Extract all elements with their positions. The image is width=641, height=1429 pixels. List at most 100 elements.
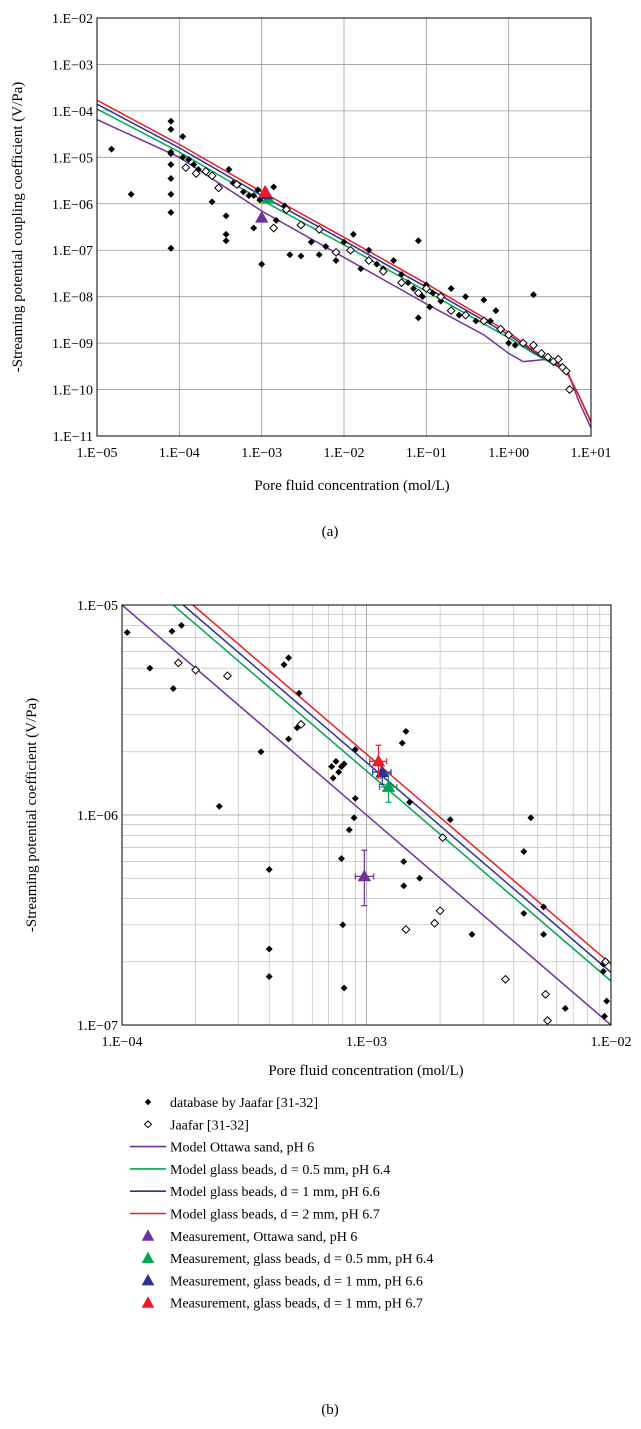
legend-item: Model Ottawa sand, pH 6 — [130, 1141, 314, 1156]
data-point-open — [518, 338, 528, 348]
data-point-filled — [398, 739, 406, 747]
data-point-open — [421, 283, 431, 293]
data-point-filled — [225, 165, 233, 173]
data-point-open — [314, 224, 324, 234]
legend-label: Measurement, glass beads, d = 0.5 mm, pH… — [170, 1252, 433, 1267]
data-point-filled — [455, 311, 463, 319]
data-point-filled — [492, 307, 500, 315]
data-point-filled — [250, 192, 258, 200]
data-point-filled — [307, 238, 315, 246]
data-point-open — [561, 366, 571, 376]
legend-label: Model glass beads, d = 0.5 mm, pH 6.4 — [170, 1163, 390, 1178]
y-tick-label: 1.E−07 — [77, 1019, 118, 1034]
data-point-filled — [416, 874, 424, 882]
data-point-open — [346, 245, 356, 255]
data-point-open — [438, 833, 448, 843]
data-point-filled — [168, 627, 176, 635]
legend-swatch — [143, 1120, 153, 1129]
data-point-filled — [167, 160, 175, 169]
grid-b — [122, 605, 611, 1025]
legend-label: Model glass beads, d = 2 mm, pH 6.7 — [170, 1208, 380, 1223]
legend-item: database by Jaafar [31-32] — [144, 1096, 318, 1111]
legend-label: Measurement, glass beads, d = 1 mm, pH 6… — [170, 1274, 423, 1289]
data-point-filled — [245, 192, 253, 200]
data-point-filled — [265, 945, 273, 953]
data-point-filled — [414, 237, 422, 245]
data-point-filled — [402, 727, 410, 735]
data-point-filled — [351, 794, 359, 802]
data-point-filled — [146, 664, 154, 672]
data-points-a — [107, 117, 575, 395]
data-point-filled — [351, 745, 359, 754]
data-point-filled — [179, 153, 187, 161]
y-tick-label: 1.E−09 — [52, 337, 93, 352]
data-point-filled — [179, 133, 187, 141]
data-point-filled — [397, 270, 406, 279]
data-point-filled — [511, 341, 519, 349]
legend-swatch — [141, 1273, 155, 1286]
data-point-filled — [540, 903, 548, 911]
data-point-filled — [297, 252, 305, 260]
data-point-open — [281, 205, 291, 215]
data-point-filled — [265, 865, 273, 874]
y-tick-label: 1.E−02 — [52, 12, 93, 27]
data-point-filled — [254, 186, 262, 194]
legend-label: Measurement, glass beads, d = 1 mm, pH 6… — [170, 1297, 423, 1312]
y-tick-label: 1.E−10 — [52, 384, 93, 399]
y-tick-label: 1.E−11 — [53, 430, 93, 445]
data-point-filled — [329, 774, 337, 782]
data-point-filled — [365, 246, 373, 254]
plot-frame-b — [121, 604, 612, 1026]
y-axis-label-b: -Streaming potential coefficient (V/Pa) — [24, 698, 40, 932]
measurement-marker — [371, 754, 386, 767]
data-point-filled — [340, 984, 348, 992]
data-point-filled — [167, 150, 175, 158]
data-point-filled — [410, 284, 418, 293]
data-point-filled — [419, 293, 427, 301]
data-point-open — [296, 220, 306, 230]
data-point-filled — [527, 814, 535, 822]
panel-label-b: (b) — [321, 1402, 339, 1418]
data-point-open — [446, 306, 456, 316]
legend-item: Measurement, glass beads, d = 1 mm, pH 6… — [141, 1273, 423, 1289]
legend-item: Measurement, glass beads, d = 0.5 mm, pH… — [141, 1251, 433, 1267]
data-point-open — [397, 278, 407, 288]
data-point-filled — [447, 284, 455, 293]
data-point-filled — [127, 190, 135, 198]
x-tick-labels-b: 1.E−04 1.E−03 1.E−02 — [102, 1035, 632, 1050]
grid-a — [97, 18, 591, 436]
model-line — [122, 605, 611, 1025]
data-point-filled — [404, 279, 412, 287]
data-point-filled — [599, 967, 607, 975]
measurements-a — [255, 184, 275, 223]
x-tick-label: 1.E+01 — [571, 446, 612, 461]
data-point-filled — [222, 237, 230, 245]
legend-swatch — [141, 1251, 155, 1264]
legend-item: Jaafar [31-32] — [143, 1118, 249, 1133]
data-point-open — [479, 316, 489, 326]
legend-swatch — [141, 1229, 155, 1241]
data-point-filled — [340, 238, 348, 246]
data-point-filled — [520, 847, 528, 856]
data-point-filled — [340, 760, 348, 768]
y-tick-label: 1.E−06 — [52, 198, 93, 213]
data-point-filled — [239, 188, 247, 196]
measurement-marker — [381, 779, 396, 792]
model-line — [172, 605, 611, 982]
data-point-filled — [480, 296, 488, 304]
data-point-open — [331, 247, 341, 257]
data-point-open — [541, 989, 551, 999]
data-point-filled — [446, 816, 454, 824]
plot-frame-a — [96, 17, 592, 437]
data-point-filled — [332, 757, 340, 765]
x-tick-label: 1.E−03 — [241, 446, 282, 461]
data-point-filled — [258, 260, 266, 268]
legend-label: Model Ottawa sand, pH 6 — [170, 1141, 314, 1156]
data-point-filled — [250, 224, 258, 232]
data-point-filled — [167, 117, 175, 125]
legend-label: Model glass beads, d = 1 mm, pH 6.6 — [170, 1185, 380, 1200]
measurements-b — [354, 744, 398, 907]
legend-item: Model glass beads, d = 2 mm, pH 6.7 — [130, 1208, 380, 1223]
y-tick-labels-a: 1.E−11 1.E−10 1.E−09 1.E−08 1.E−07 1.E−06 1.E−… — [52, 12, 93, 445]
data-point-filled — [335, 768, 343, 776]
